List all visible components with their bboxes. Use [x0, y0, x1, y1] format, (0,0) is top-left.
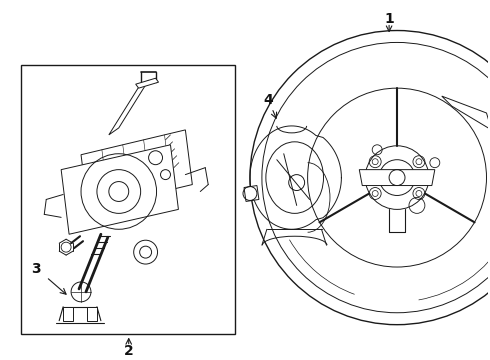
- Polygon shape: [359, 170, 435, 185]
- Polygon shape: [87, 307, 97, 321]
- Text: 2: 2: [124, 343, 134, 357]
- Text: 1: 1: [384, 12, 394, 26]
- Polygon shape: [244, 185, 259, 202]
- Polygon shape: [81, 130, 193, 210]
- Polygon shape: [61, 145, 178, 234]
- Polygon shape: [442, 96, 490, 130]
- Bar: [22, 65, 235, 334]
- Polygon shape: [136, 78, 159, 88]
- Text: 3: 3: [31, 262, 41, 276]
- Polygon shape: [63, 307, 73, 321]
- Text: 4: 4: [263, 93, 273, 107]
- Polygon shape: [109, 80, 148, 135]
